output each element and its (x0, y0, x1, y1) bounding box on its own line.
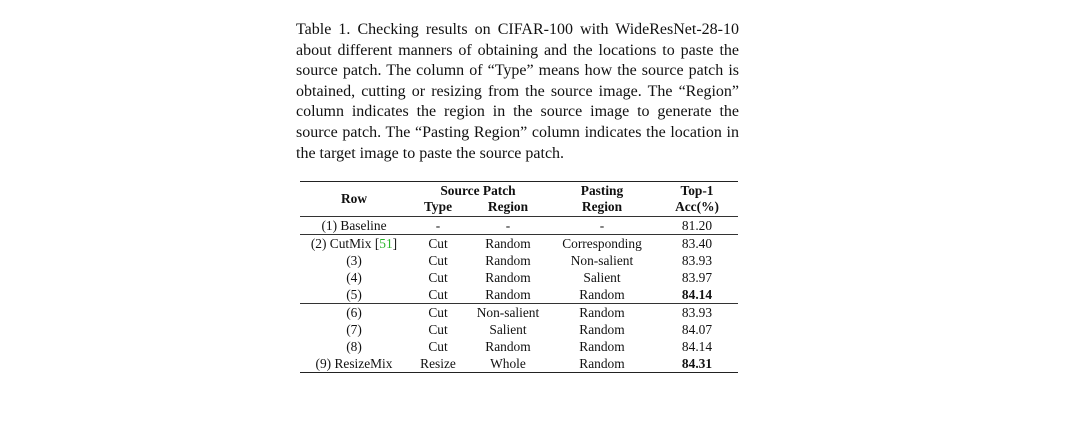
cell-pasting: Random (579, 322, 625, 337)
cell-type: Resize (420, 356, 456, 371)
cell-row: (7) (346, 322, 362, 337)
cell-pasting: Random (579, 305, 625, 320)
table-row: (4) Cut Random Salient 83.97 (300, 269, 738, 286)
cell-acc: 83.93 (681, 253, 713, 268)
cell-pasting: - (599, 218, 605, 233)
table-row: (7) Cut Salient Random 84.07 (300, 321, 738, 338)
table-row: (3) Cut Random Non-salient 83.93 (300, 252, 738, 269)
cell-pasting: Random (579, 356, 625, 371)
cell-region: Whole (490, 356, 526, 371)
header-acc-line2: Acc(%) (675, 199, 719, 214)
cell-pasting: Random (579, 287, 625, 302)
caption-label: Table 1. (296, 21, 351, 38)
cell-type: - (435, 218, 441, 233)
cell-region: Random (485, 287, 531, 302)
cell-acc: 84.14 (681, 339, 713, 354)
cell-acc-best: 84.31 (681, 356, 713, 371)
cell-region: - (505, 218, 511, 233)
cell-pasting: Non-salient (570, 253, 634, 268)
cell-type: Cut (428, 236, 448, 251)
cell-row: (6) (346, 305, 362, 320)
cell-type: Cut (428, 339, 448, 354)
cutmix-label: (2) CutMix [ (310, 236, 380, 251)
table-row: (1) Baseline - - - 81.20 (300, 216, 738, 235)
cell-type: Cut (428, 270, 448, 285)
header-region: Region (487, 199, 529, 214)
caption-text: Checking results on CIFAR-100 with WideR… (296, 21, 740, 162)
cell-row: (1) Baseline (321, 218, 387, 233)
cell-region: Non-salient (476, 305, 540, 320)
table-caption: Table 1. Checking results on CIFAR-100 w… (296, 20, 739, 164)
cell-acc: 83.40 (681, 236, 713, 251)
table-row: (8) Cut Random Random 84.14 (300, 338, 738, 355)
cell-region: Random (485, 339, 531, 354)
citation-bracket: ] (392, 236, 398, 251)
header-pasting-line2: Region (581, 199, 623, 214)
header-type: Type (423, 199, 453, 214)
cell-type: Cut (428, 305, 448, 320)
cell-type: Cut (428, 253, 448, 268)
cell-region: Salient (489, 322, 527, 337)
cell-pasting: Random (579, 339, 625, 354)
cell-type: Cut (428, 287, 448, 302)
table-row: (2) CutMix [51] Cut Random Corresponding… (300, 234, 738, 253)
cell-pasting: Corresponding (562, 236, 642, 251)
cell-acc: 81.20 (681, 218, 713, 233)
cell-region: Random (485, 270, 531, 285)
cell-region: Random (485, 236, 531, 251)
cell-row: (8) (346, 339, 362, 354)
cell-acc-best: 84.14 (681, 287, 713, 302)
header-row: Row (340, 191, 368, 206)
table-row: (9) ResizeMix Resize Whole Random 84.31 (300, 355, 738, 373)
header-row-2: Type Region Region Acc(%) (300, 199, 738, 217)
cell-row: (2) CutMix [51] (300, 235, 408, 253)
cell-row: (9) ResizeMix (315, 356, 393, 371)
header-acc-line1: Top-1 (680, 183, 714, 198)
cell-acc: 83.97 (681, 270, 713, 285)
cell-row: (3) (346, 253, 362, 268)
cell-type: Cut (428, 322, 448, 337)
cell-region: Random (485, 253, 531, 268)
cell-pasting: Salient (583, 270, 621, 285)
header-pasting-line1: Pasting (580, 183, 624, 198)
results-table: Row Source Patch Pasting Top-1 Type Regi… (300, 181, 738, 373)
cell-acc: 84.07 (681, 322, 713, 337)
citation-link[interactable]: 51 (379, 236, 393, 251)
table-row: (6) Cut Non-salient Random 83.93 (300, 303, 738, 322)
table-row: (5) Cut Random Random 84.14 (300, 286, 738, 304)
cell-acc: 83.93 (681, 305, 713, 320)
cell-row: (4) (346, 270, 362, 285)
header-source-patch: Source Patch (440, 183, 516, 198)
header-row-1: Row Source Patch Pasting Top-1 (300, 181, 738, 206)
cell-row: (5) (346, 287, 362, 302)
